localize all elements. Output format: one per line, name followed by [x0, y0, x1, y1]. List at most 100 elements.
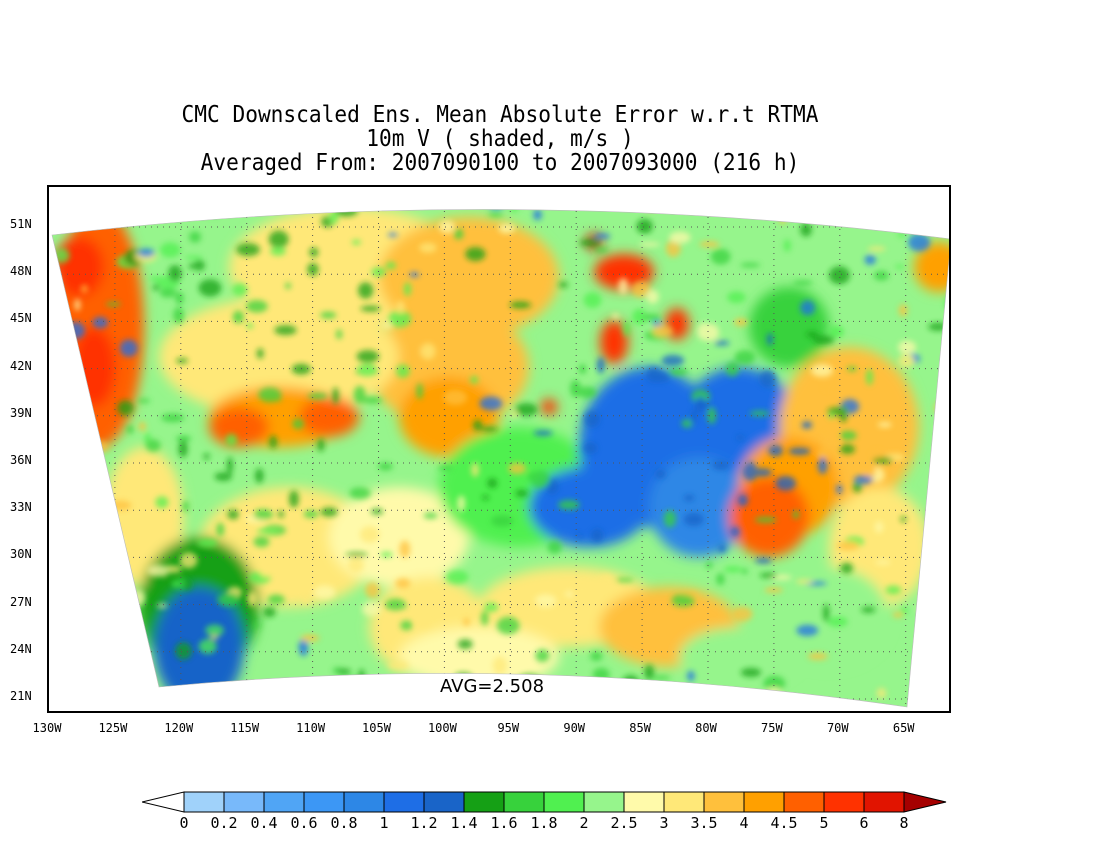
field-speckle	[759, 188, 772, 203]
colorbar-box	[223, 791, 265, 813]
field-speckle	[349, 487, 371, 500]
lon-label: 105W	[362, 721, 391, 735]
field-speckle	[145, 439, 161, 452]
field-speckle	[455, 187, 466, 194]
field-speckle	[52, 583, 62, 592]
field-speckle	[558, 500, 580, 510]
field-speckle	[768, 445, 783, 457]
field-speckle	[140, 697, 150, 702]
field-speckle	[755, 557, 772, 564]
colorbar-level-label: 1	[379, 814, 389, 832]
colorbar-level-label: 1.8	[530, 814, 558, 832]
field-speckle	[396, 364, 410, 378]
lat-label: 48N	[10, 264, 32, 279]
field-speckle	[800, 300, 816, 316]
field-speckle	[583, 410, 600, 428]
field-speckle	[437, 465, 453, 471]
average-label: AVG=2.508	[440, 676, 545, 697]
field-speckle	[867, 246, 886, 252]
field-speckle	[480, 426, 498, 432]
field-speckle	[579, 239, 601, 247]
field-speckle	[763, 675, 786, 691]
field-speckle	[274, 325, 297, 336]
field-speckle	[544, 196, 556, 203]
field-speckle	[596, 357, 605, 374]
field-speckle	[764, 587, 783, 593]
field-speckle	[823, 383, 831, 391]
colorbar-box	[583, 791, 625, 813]
field-speckle	[253, 509, 273, 520]
field-speckle	[356, 363, 378, 377]
field-speckle	[256, 528, 280, 534]
field-speckle	[487, 478, 498, 489]
field-speckle	[734, 318, 748, 327]
field-speckle	[378, 462, 393, 471]
field-speckle	[463, 617, 470, 626]
colorbar-box	[503, 791, 545, 813]
field-speckle	[898, 340, 917, 355]
field-speckle	[721, 704, 742, 708]
field-speckle	[783, 239, 791, 252]
field-speckle	[387, 232, 398, 237]
field-speckle	[935, 531, 949, 539]
field-speckle	[877, 422, 892, 428]
field-speckle	[182, 500, 189, 512]
field-speckle	[457, 639, 473, 649]
field-speckle	[936, 422, 949, 434]
field-speckle	[67, 390, 77, 408]
colorbar-over-arrow	[903, 791, 947, 813]
field-speckle	[282, 698, 306, 708]
field-speckle	[363, 684, 371, 698]
field-speckle	[198, 638, 217, 654]
colorbar-level-label: 1.4	[450, 814, 478, 832]
field-speckle	[74, 298, 81, 311]
field-speckle	[210, 211, 219, 218]
field-speckle	[320, 311, 337, 319]
colorbar-level-label: 5	[819, 814, 829, 832]
field-speckle	[399, 540, 411, 558]
field-speckle	[348, 557, 364, 573]
field-speckle	[707, 407, 717, 424]
field-speckle	[898, 304, 908, 317]
field-speckle	[358, 191, 372, 207]
field-speckle	[866, 368, 873, 386]
field-speckle	[840, 444, 855, 455]
field-speckle	[126, 425, 134, 434]
field-speckle	[291, 363, 311, 375]
field-speckle	[57, 574, 66, 589]
field-speckle	[176, 358, 188, 364]
field-speckle	[57, 467, 79, 474]
field-speckle	[880, 202, 904, 208]
field-speckle	[85, 586, 97, 598]
field-speckle	[396, 300, 405, 313]
field-speckle	[511, 411, 518, 418]
field-speckle	[839, 430, 857, 441]
field-speckle	[226, 456, 234, 475]
colorbar-level-label: 4	[739, 814, 749, 832]
field-speckle	[152, 284, 160, 291]
field-speckle	[874, 521, 884, 533]
field-speckle	[225, 433, 238, 447]
colorbar-box	[703, 791, 745, 813]
field-speckle	[82, 665, 92, 670]
colorbar-box	[343, 791, 385, 813]
field-speckle	[253, 622, 261, 629]
field-speckle	[683, 690, 696, 700]
field-speckle	[900, 607, 908, 615]
field-speckle	[67, 447, 84, 452]
field-speckle	[934, 401, 945, 415]
field-speckle	[465, 247, 486, 262]
field-speckle	[455, 190, 477, 205]
field-speckle	[655, 469, 666, 479]
field-speckle	[908, 233, 931, 252]
lon-label: 65W	[892, 721, 915, 735]
field-speckle	[558, 281, 569, 288]
lon-label: 90W	[563, 721, 586, 735]
field-speckle	[121, 209, 140, 219]
field-speckle	[652, 325, 673, 338]
field-speckle	[638, 242, 661, 247]
field-speckle	[359, 526, 380, 543]
field-speckle	[636, 187, 645, 195]
field-speckle	[384, 602, 407, 610]
field-speckle	[309, 684, 317, 693]
